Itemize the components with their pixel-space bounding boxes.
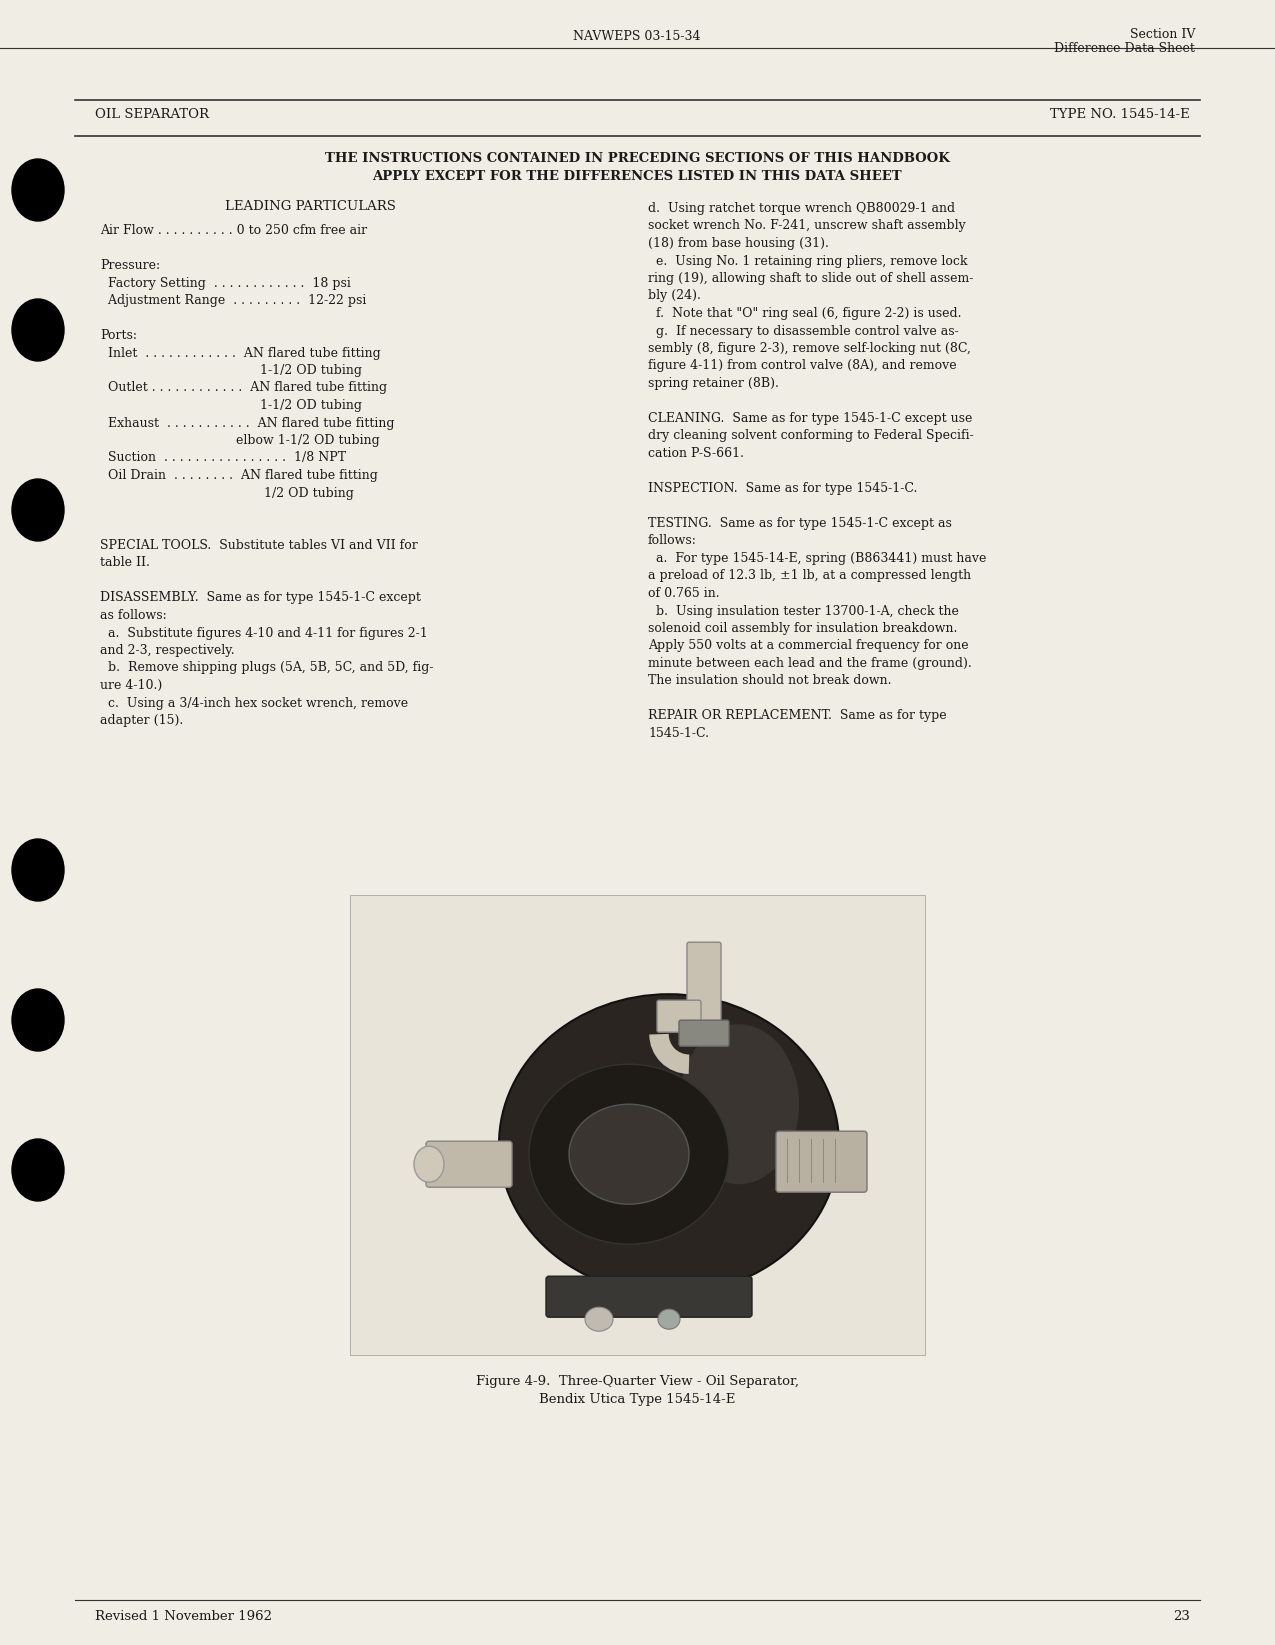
Text: a.  Substitute figures 4-10 and 4-11 for figures 2-1: a. Substitute figures 4-10 and 4-11 for … (99, 627, 427, 640)
Text: 1545-1-C.: 1545-1-C. (648, 727, 709, 740)
Ellipse shape (658, 1309, 680, 1329)
Text: 1-1/2 OD tubing: 1-1/2 OD tubing (99, 364, 362, 377)
FancyBboxPatch shape (687, 943, 720, 1036)
Text: THE INSTRUCTIONS CONTAINED IN PRECEDING SECTIONS OF THIS HANDBOOK: THE INSTRUCTIONS CONTAINED IN PRECEDING … (325, 151, 950, 164)
Text: solenoid coil assembly for insulation breakdown.: solenoid coil assembly for insulation br… (648, 622, 958, 635)
Text: DISASSEMBLY.  Same as for type 1545-1-C except: DISASSEMBLY. Same as for type 1545-1-C e… (99, 592, 421, 604)
Text: NAVWEPS 03-15-34: NAVWEPS 03-15-34 (574, 30, 701, 43)
Ellipse shape (11, 989, 64, 1051)
Text: Inlet  . . . . . . . . . . . .  AN flared tube fitting: Inlet . . . . . . . . . . . . AN flared … (99, 347, 381, 360)
Text: Pressure:: Pressure: (99, 258, 161, 271)
Text: cation P-S-661.: cation P-S-661. (648, 447, 745, 461)
Text: 1-1/2 OD tubing: 1-1/2 OD tubing (99, 400, 362, 411)
Text: Apply 550 volts at a commercial frequency for one: Apply 550 volts at a commercial frequenc… (648, 640, 969, 653)
Text: APPLY EXCEPT FOR THE DIFFERENCES LISTED IN THIS DATA SHEET: APPLY EXCEPT FOR THE DIFFERENCES LISTED … (372, 169, 901, 183)
FancyBboxPatch shape (776, 1132, 867, 1193)
Text: Revised 1 November 1962: Revised 1 November 1962 (96, 1610, 272, 1624)
Ellipse shape (680, 1025, 799, 1184)
Text: adapter (15).: adapter (15). (99, 714, 184, 727)
Text: TYPE NO. 1545-14-E: TYPE NO. 1545-14-E (1051, 109, 1190, 122)
Ellipse shape (529, 1064, 729, 1244)
Text: Factory Setting  . . . . . . . . . . . .  18 psi: Factory Setting . . . . . . . . . . . . … (99, 276, 351, 290)
Text: bly (24).: bly (24). (648, 290, 701, 303)
Ellipse shape (11, 479, 64, 541)
Text: f.  Note that "O" ring seal (6, figure 2-2) is used.: f. Note that "O" ring seal (6, figure 2-… (648, 308, 961, 321)
Text: table II.: table II. (99, 556, 150, 569)
Ellipse shape (11, 1138, 64, 1201)
Text: Outlet . . . . . . . . . . . .  AN flared tube fitting: Outlet . . . . . . . . . . . . AN flared… (99, 382, 388, 395)
Text: figure 4-11) from control valve (8A), and remove: figure 4-11) from control valve (8A), an… (648, 360, 956, 372)
Text: and 2-3, respectively.: and 2-3, respectively. (99, 643, 235, 656)
Text: Section IV: Section IV (1130, 28, 1195, 41)
Ellipse shape (414, 1147, 444, 1183)
Text: Exhaust  . . . . . . . . . . .  AN flared tube fitting: Exhaust . . . . . . . . . . . AN flared … (99, 416, 394, 429)
Bar (351, 895, 924, 1355)
Text: Bendix Utica Type 1545-14-E: Bendix Utica Type 1545-14-E (539, 1393, 736, 1406)
Text: Difference Data Sheet: Difference Data Sheet (1054, 43, 1195, 54)
Text: LEADING PARTICULARS: LEADING PARTICULARS (224, 201, 395, 212)
Text: (18) from base housing (31).: (18) from base housing (31). (648, 237, 829, 250)
Text: Oil Drain  . . . . . . . .  AN flared tube fitting: Oil Drain . . . . . . . . AN flared tube… (99, 469, 377, 482)
Text: INSPECTION.  Same as for type 1545-1-C.: INSPECTION. Same as for type 1545-1-C. (648, 482, 918, 495)
Text: elbow 1-1/2 OD tubing: elbow 1-1/2 OD tubing (99, 434, 380, 447)
FancyBboxPatch shape (657, 1000, 701, 1031)
Text: d.  Using ratchet torque wrench QB80029-1 and: d. Using ratchet torque wrench QB80029-1… (648, 202, 955, 215)
Text: ure 4-10.): ure 4-10.) (99, 679, 162, 693)
Text: dry cleaning solvent conforming to Federal Specifi-: dry cleaning solvent conforming to Feder… (648, 429, 974, 443)
Ellipse shape (585, 1308, 613, 1331)
FancyBboxPatch shape (546, 1277, 752, 1318)
Text: Suction  . . . . . . . . . . . . . . . .  1/8 NPT: Suction . . . . . . . . . . . . . . . . … (99, 451, 346, 464)
Text: 1/2 OD tubing: 1/2 OD tubing (99, 487, 354, 500)
Text: SPECIAL TOOLS.  Substitute tables VI and VII for: SPECIAL TOOLS. Substitute tables VI and … (99, 540, 418, 553)
Text: minute between each lead and the frame (ground).: minute between each lead and the frame (… (648, 656, 972, 670)
Ellipse shape (569, 1104, 688, 1204)
Ellipse shape (499, 994, 839, 1295)
Text: CLEANING.  Same as for type 1545-1-C except use: CLEANING. Same as for type 1545-1-C exce… (648, 411, 973, 424)
Ellipse shape (11, 299, 64, 360)
Text: TESTING.  Same as for type 1545-1-C except as: TESTING. Same as for type 1545-1-C excep… (648, 517, 952, 530)
Text: sembly (8, figure 2-3), remove self-locking nut (8C,: sembly (8, figure 2-3), remove self-lock… (648, 342, 970, 355)
Text: b.  Using insulation tester 13700-1-A, check the: b. Using insulation tester 13700-1-A, ch… (648, 604, 959, 617)
Ellipse shape (11, 160, 64, 220)
Text: socket wrench No. F-241, unscrew shaft assembly: socket wrench No. F-241, unscrew shaft a… (648, 219, 965, 232)
FancyBboxPatch shape (426, 1142, 513, 1188)
Text: The insulation should not break down.: The insulation should not break down. (648, 674, 891, 688)
Text: ring (19), allowing shaft to slide out of shell assem-: ring (19), allowing shaft to slide out o… (648, 271, 973, 285)
Text: e.  Using No. 1 retaining ring pliers, remove lock: e. Using No. 1 retaining ring pliers, re… (648, 255, 968, 268)
Ellipse shape (11, 839, 64, 901)
Text: Air Flow . . . . . . . . . . 0 to 250 cfm free air: Air Flow . . . . . . . . . . 0 to 250 cf… (99, 224, 367, 237)
Text: g.  If necessary to disassemble control valve as-: g. If necessary to disassemble control v… (648, 324, 959, 337)
Text: Ports:: Ports: (99, 329, 136, 342)
Text: a preload of 12.3 lb, ±1 lb, at a compressed length: a preload of 12.3 lb, ±1 lb, at a compre… (648, 569, 972, 582)
Text: b.  Remove shipping plugs (5A, 5B, 5C, and 5D, fig-: b. Remove shipping plugs (5A, 5B, 5C, an… (99, 661, 434, 674)
Text: Adjustment Range  . . . . . . . . .  12-22 psi: Adjustment Range . . . . . . . . . 12-22… (99, 294, 366, 308)
Text: OIL SEPARATOR: OIL SEPARATOR (96, 109, 209, 122)
Text: follows:: follows: (648, 535, 697, 548)
Text: 23: 23 (1173, 1610, 1190, 1624)
Text: of 0.765 in.: of 0.765 in. (648, 587, 719, 600)
Text: REPAIR OR REPLACEMENT.  Same as for type: REPAIR OR REPLACEMENT. Same as for type (648, 709, 946, 722)
Text: Figure 4-9.  Three-Quarter View - Oil Separator,: Figure 4-9. Three-Quarter View - Oil Sep… (476, 1375, 798, 1388)
Text: as follows:: as follows: (99, 609, 167, 622)
Text: a.  For type 1545-14-E, spring (B863441) must have: a. For type 1545-14-E, spring (B863441) … (648, 553, 987, 564)
Text: spring retainer (8B).: spring retainer (8B). (648, 377, 779, 390)
FancyBboxPatch shape (680, 1020, 729, 1046)
Text: c.  Using a 3/4-inch hex socket wrench, remove: c. Using a 3/4-inch hex socket wrench, r… (99, 696, 408, 709)
